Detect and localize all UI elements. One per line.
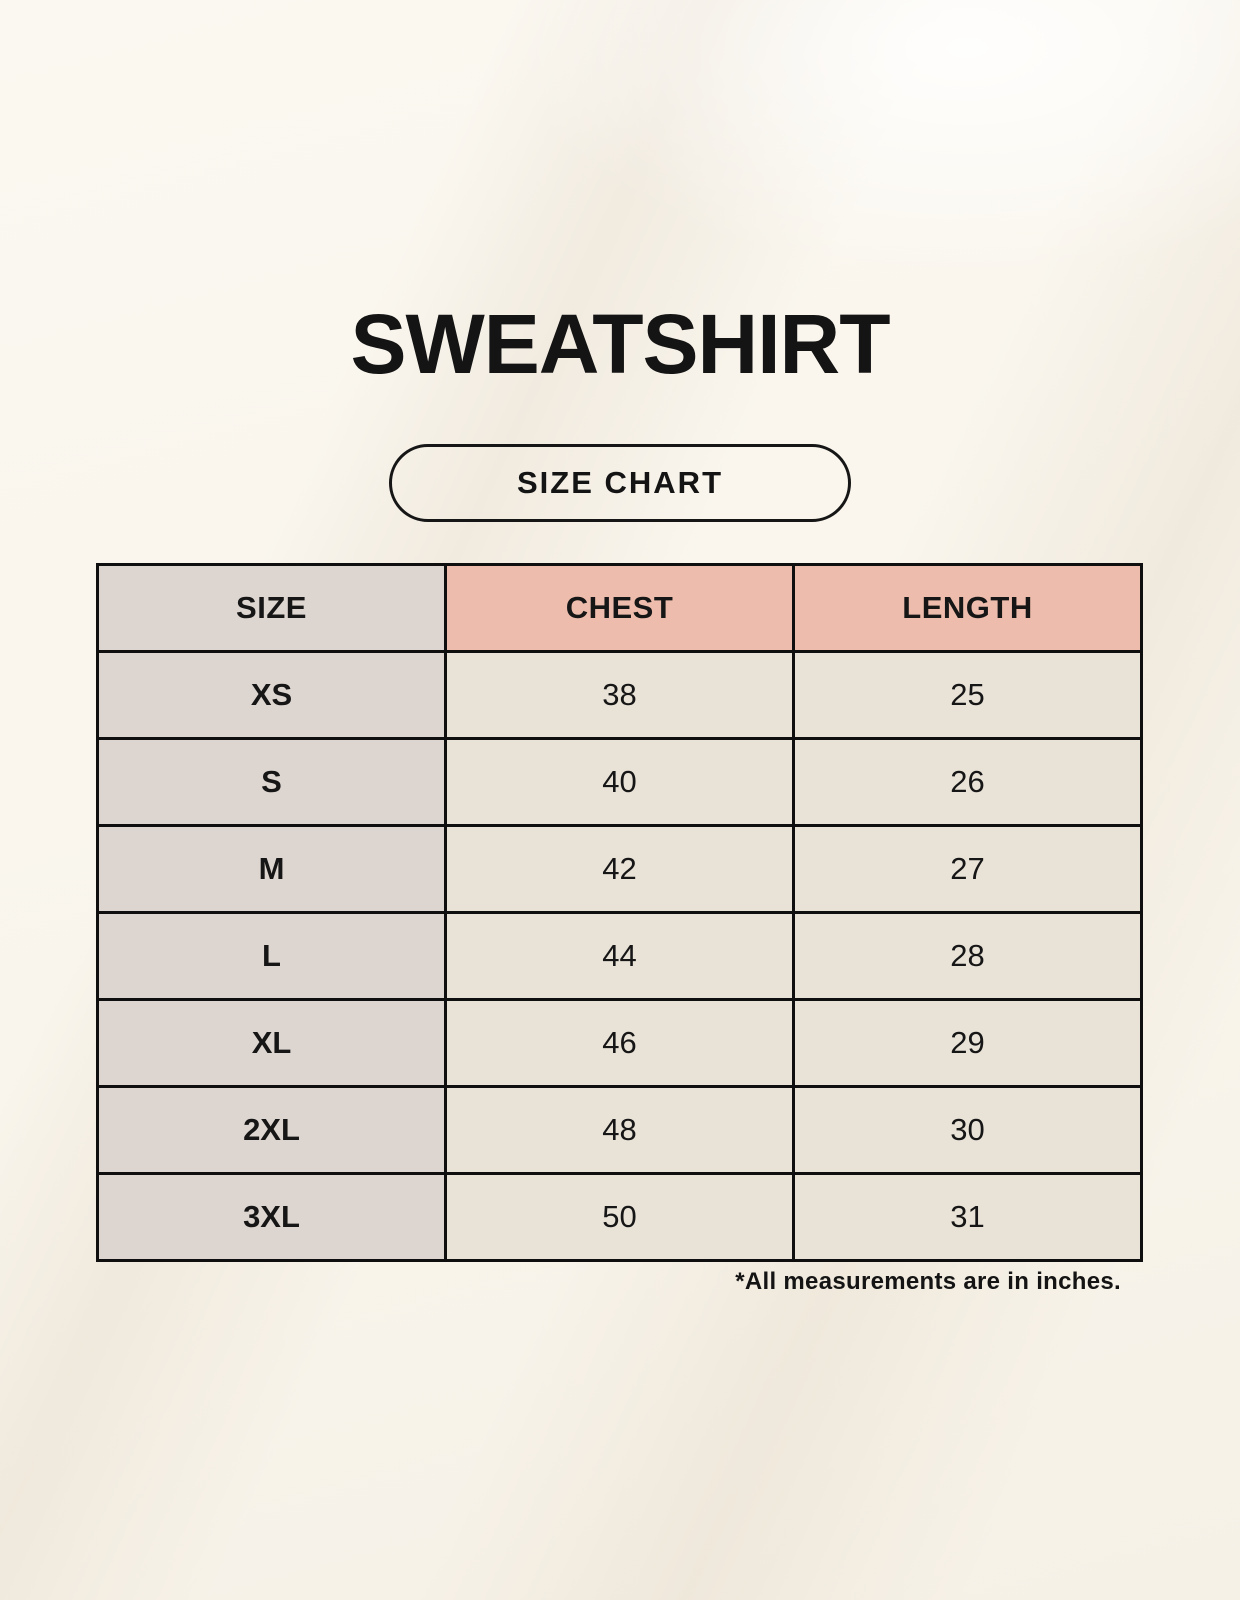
- chest-value: 48: [444, 1085, 795, 1175]
- table-row-xs: XS 38 25: [96, 650, 1143, 740]
- size-chart-badge-label: SIZE CHART: [517, 465, 723, 500]
- table-row-m: M 42 27: [96, 824, 1143, 914]
- column-header-chest: CHEST: [444, 563, 795, 653]
- size-label: 2XL: [96, 1085, 447, 1175]
- size-label: 3XL: [96, 1172, 447, 1262]
- chest-value: 42: [444, 824, 795, 914]
- length-value: 25: [792, 650, 1143, 740]
- length-value: 30: [792, 1085, 1143, 1175]
- chest-value: 40: [444, 737, 795, 827]
- chest-value: 44: [444, 911, 795, 1001]
- column-header-length: LENGTH: [792, 563, 1143, 653]
- chest-value: 50: [444, 1172, 795, 1262]
- size-label: XL: [96, 998, 447, 1088]
- size-label: XS: [96, 650, 447, 740]
- column-header-size: SIZE: [96, 563, 447, 653]
- size-chart-badge: SIZE CHART: [389, 444, 851, 522]
- size-label: S: [96, 737, 447, 827]
- table-row-l: L 44 28: [96, 911, 1143, 1001]
- table-row-xl: XL 46 29: [96, 998, 1143, 1088]
- length-value: 28: [792, 911, 1143, 1001]
- table-row-s: S 40 26: [96, 737, 1143, 827]
- table-row-2xl: 2XL 48 30: [96, 1085, 1143, 1175]
- table-header-row: SIZE CHEST LENGTH: [96, 563, 1143, 653]
- table-row-3xl: 3XL 50 31: [96, 1172, 1143, 1262]
- measurements-footnote: *All measurements are in inches.: [735, 1268, 1121, 1295]
- size-label: L: [96, 911, 447, 1001]
- page-title: SWEATSHIRT: [350, 297, 890, 391]
- length-value: 26: [792, 737, 1143, 827]
- chest-value: 38: [444, 650, 795, 740]
- size-label: M: [96, 824, 447, 914]
- chest-value: 46: [444, 998, 795, 1088]
- length-value: 31: [792, 1172, 1143, 1262]
- length-value: 27: [792, 824, 1143, 914]
- length-value: 29: [792, 998, 1143, 1088]
- size-chart-table: SIZE CHEST LENGTH XS 38 25 S 40 26 M 42 …: [96, 563, 1143, 1262]
